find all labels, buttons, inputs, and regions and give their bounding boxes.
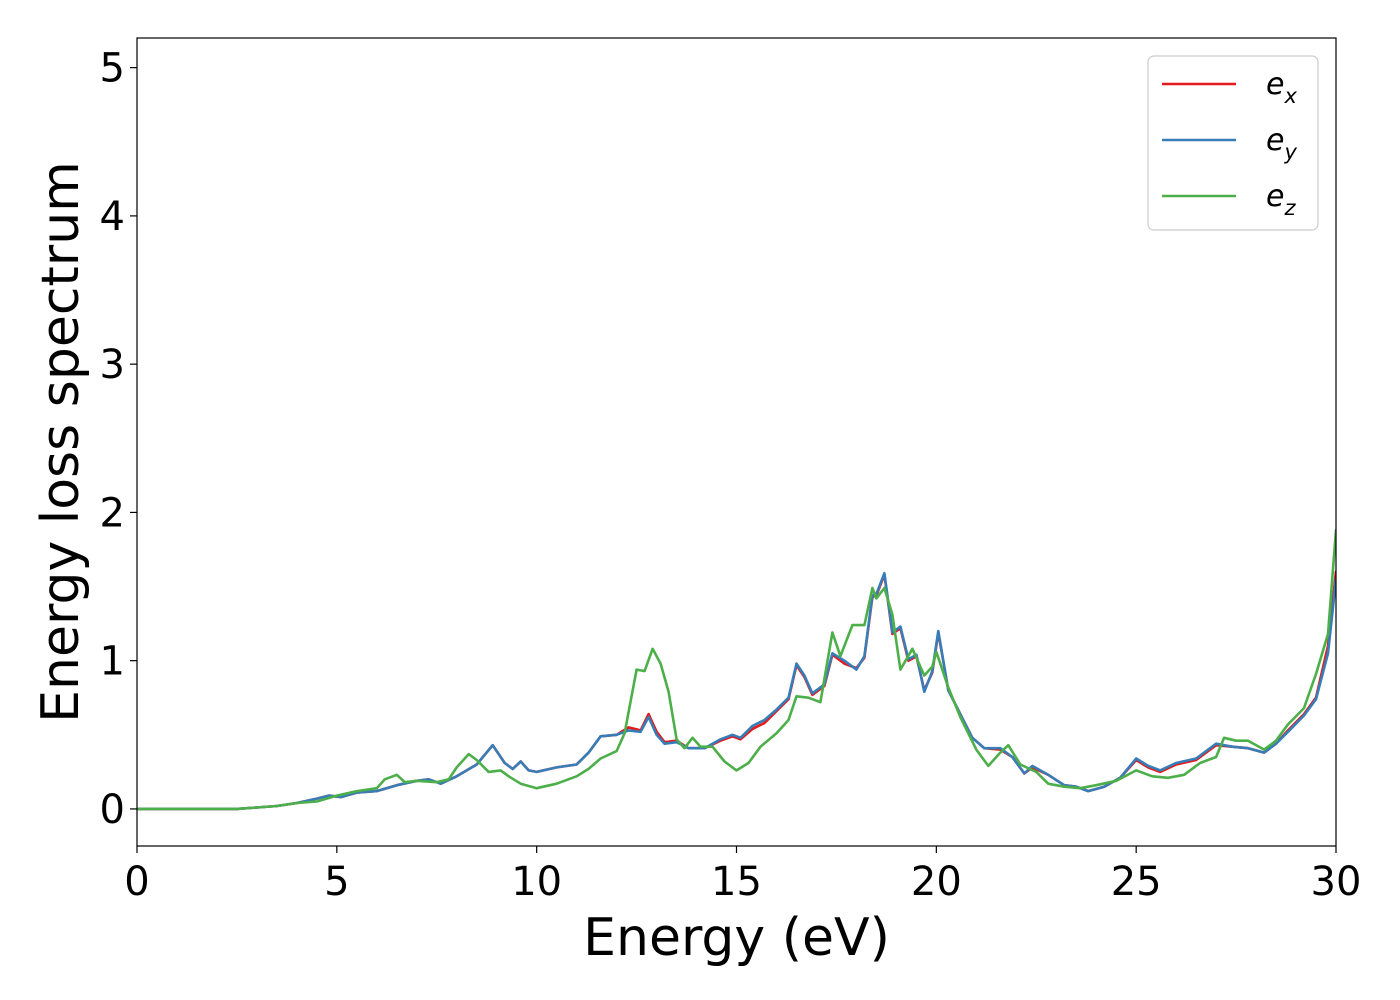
legend: ex ey ez xyxy=(1147,55,1319,231)
y-tick-label: 0 xyxy=(100,787,125,833)
x-axis-title: Energy (eV) xyxy=(583,908,890,968)
legend-item-ey: ey xyxy=(1162,123,1297,164)
legend-label: ex xyxy=(1266,67,1297,108)
y-tick-label: 5 xyxy=(100,46,125,92)
series-layer xyxy=(137,528,1336,811)
legend-box xyxy=(1147,55,1319,231)
y-tick-label: 3 xyxy=(100,342,125,388)
x-tick-label: 20 xyxy=(911,859,962,905)
x-tick-label: 5 xyxy=(324,859,349,905)
y-tick-label: 1 xyxy=(100,639,125,685)
series-line-ez xyxy=(137,528,1336,811)
y-tick-label: 2 xyxy=(100,490,125,536)
x-tick-label: 10 xyxy=(511,859,562,905)
x-tick-label: 25 xyxy=(1111,859,1162,905)
legend-label: ey xyxy=(1266,123,1297,164)
legend-label: ez xyxy=(1266,179,1296,220)
x-tick-label: 15 xyxy=(711,859,762,905)
x-axis: 0 5 10 15 20 25 30 xyxy=(124,846,1361,905)
legend-item-ez: ez xyxy=(1162,179,1296,220)
x-tick-label: 30 xyxy=(1311,859,1362,905)
y-tick-label: 4 xyxy=(100,194,125,240)
x-tick-label: 0 xyxy=(124,859,149,905)
y-axis: 0 1 2 3 4 5 xyxy=(100,46,137,833)
y-axis-title: Energy loss spectrum xyxy=(31,161,91,723)
series-line-ey xyxy=(137,571,1336,811)
legend-item-ex: ex xyxy=(1162,67,1297,108)
